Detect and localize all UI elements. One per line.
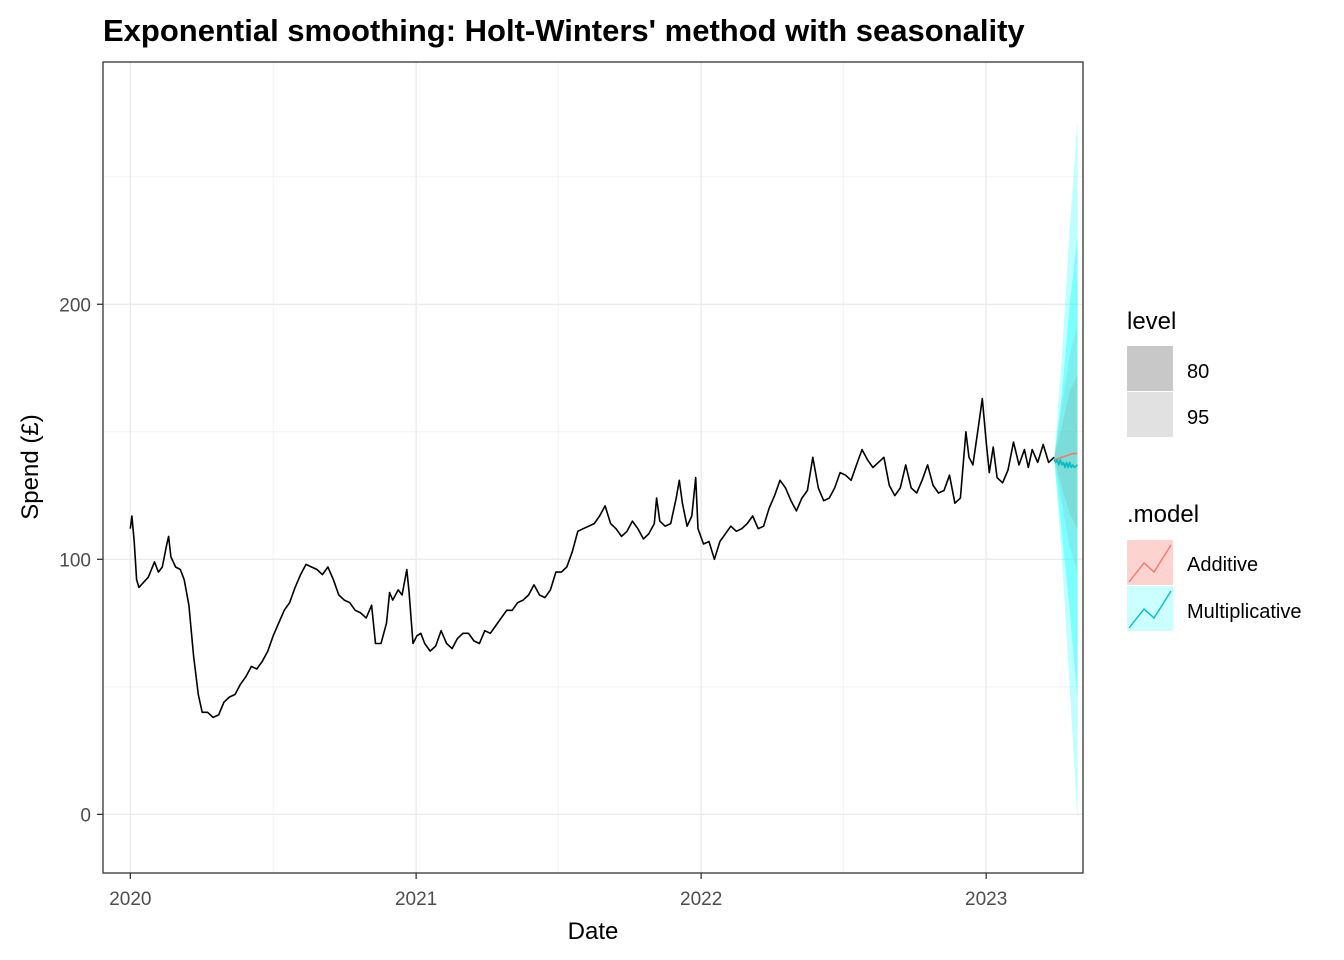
interval-multiplicative-95 — [1054, 120, 1078, 822]
legend-label-80: 80 — [1187, 361, 1209, 383]
series-line-observed — [129, 397, 1055, 719]
series-line-additive — [1053, 452, 1078, 461]
x-tick-label: 2020 — [109, 889, 151, 910]
x-axis: 2020 2021 2022 2023 — [109, 873, 1007, 910]
y-axis-title: Spend (£) — [17, 414, 44, 519]
legend-label-multiplicative: Multiplicative — [1187, 601, 1301, 623]
x-axis-title: Date — [568, 918, 619, 945]
legend-model-title: .model — [1127, 501, 1199, 528]
legend-key-multiplicative — [1127, 586, 1173, 631]
y-tick-label: 100 — [59, 550, 91, 571]
legend-level: level 80 95 — [1127, 308, 1209, 437]
legend-key-95 — [1127, 392, 1173, 437]
legend-key-80 — [1127, 346, 1173, 391]
x-tick-label: 2022 — [680, 889, 722, 910]
legend-level-title: level — [1127, 308, 1176, 335]
legend-label-additive: Additive — [1187, 554, 1258, 576]
y-tick-label: 0 — [80, 805, 91, 826]
interval-additive-80 — [1054, 375, 1078, 529]
grid-major — [103, 62, 1083, 873]
plot-panel-border — [102, 61, 1084, 874]
x-tick-label: 2021 — [395, 889, 437, 910]
y-tick-label: 200 — [59, 295, 91, 316]
legend-line-additive — [1128, 544, 1172, 583]
y-axis: 0 100 200 — [59, 295, 103, 826]
forecast-intervals — [1054, 120, 1078, 822]
interval-additive-95 — [1054, 324, 1078, 573]
grid-minor — [103, 62, 1083, 873]
series-line-multiplicative — [1053, 458, 1079, 469]
legend-key-additive — [1127, 540, 1173, 585]
legend-model: .model Additive Multiplicative — [1127, 501, 1301, 631]
chart-title: Exponential smoothing: Holt-Winters' met… — [103, 13, 1025, 48]
legend-line-multiplicative — [1128, 590, 1172, 629]
legend-label-95: 95 — [1187, 407, 1209, 429]
x-tick-label: 2023 — [965, 889, 1007, 910]
series-lines — [129, 397, 1079, 719]
